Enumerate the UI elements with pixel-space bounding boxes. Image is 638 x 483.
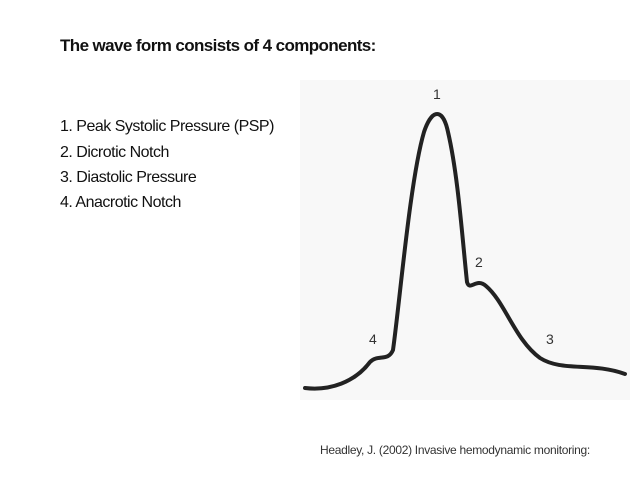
- list-item: 1. Peak Systolic Pressure (PSP): [60, 118, 274, 135]
- list-item: 4. Anacrotic Notch: [60, 194, 181, 211]
- pressure-waveform: [303, 112, 627, 391]
- list-item: 3. Diastolic Pressure: [60, 169, 197, 186]
- waveform-label: 1: [433, 86, 441, 102]
- slide-title: The wave form consists of 4 components:: [60, 36, 376, 55]
- waveform-label: 4: [369, 331, 377, 347]
- waveform-label: 2: [475, 254, 483, 270]
- citation: Headley, J. (2002) Invasive hemodynamic …: [320, 443, 590, 457]
- waveform-label: 3: [546, 331, 554, 347]
- figure-background: [300, 80, 630, 400]
- list-item: 2. Dicrotic Notch: [60, 144, 169, 161]
